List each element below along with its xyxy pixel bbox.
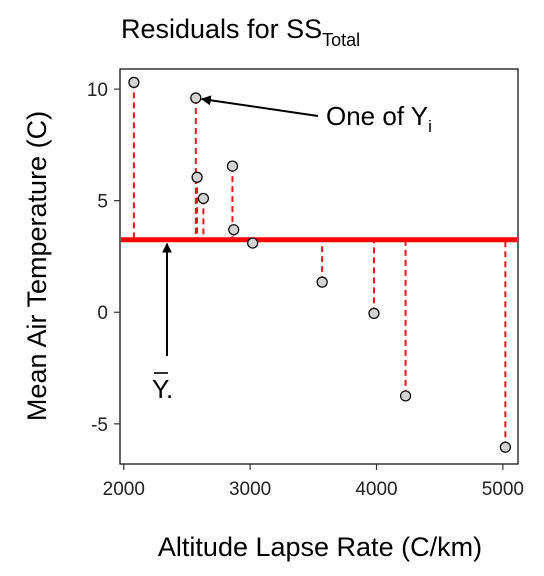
y-tick-label: 0: [97, 303, 108, 324]
y-tick-label: 10: [87, 80, 108, 101]
y-axis-title: Mean Air Temperature (C): [22, 111, 52, 421]
plot-panel: [120, 69, 518, 464]
x-tick-label: 5000: [482, 479, 524, 500]
data-point: [401, 391, 411, 401]
x-tick-label: 4000: [355, 479, 397, 500]
x-axis-title: Altitude Lapse Rate (C/km): [158, 532, 482, 562]
x-axis: 2000 3000 4000 5000: [103, 464, 524, 500]
x-tick-label: 2000: [103, 479, 145, 500]
yi-annotation-subscript: i: [428, 117, 432, 136]
chart-title-subscript: Total: [322, 30, 360, 50]
data-point: [248, 238, 258, 248]
ybar-annotation: Y.: [152, 374, 173, 404]
x-tick-label: 3000: [229, 479, 271, 500]
y-tick-label: 5: [97, 192, 108, 213]
y-axis: -5 0 5 10: [87, 80, 120, 436]
chart-title-main: Residuals for SS: [121, 14, 322, 44]
yi-annotation-label: One of Y: [326, 101, 428, 131]
data-point: [500, 442, 510, 452]
data-point: [317, 277, 327, 287]
chart-title: Residuals for SSTotal: [121, 14, 360, 50]
data-point: [227, 161, 237, 171]
data-point: [369, 308, 379, 318]
data-point: [191, 93, 201, 103]
yi-annotation: One of Yi: [326, 101, 432, 136]
data-point: [198, 193, 208, 203]
data-point: [229, 225, 239, 235]
y-tick-label: -5: [91, 415, 108, 436]
data-point: [192, 172, 202, 182]
data-point: [129, 77, 139, 87]
